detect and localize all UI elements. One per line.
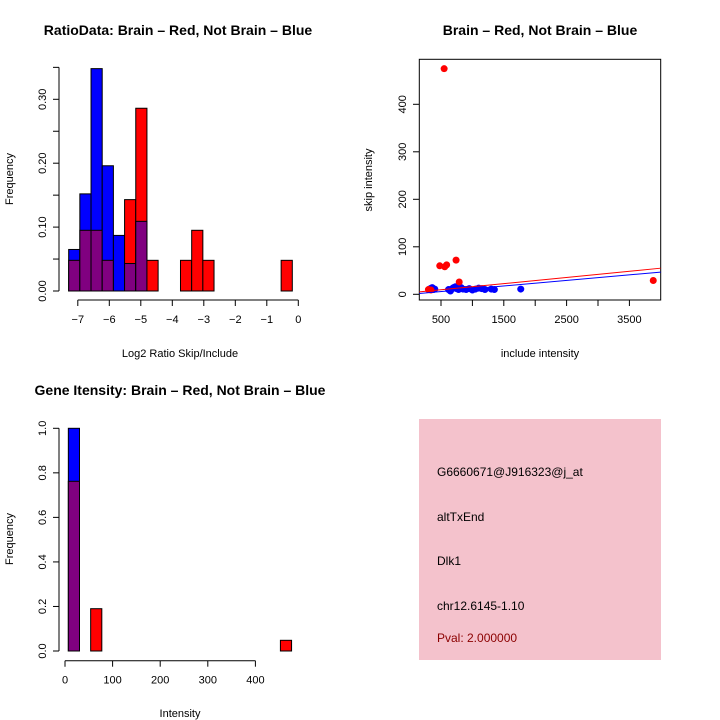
scatter-point <box>517 285 525 293</box>
y-tick-label: 0.8 <box>37 465 49 480</box>
event-type: altTxEnd <box>437 510 484 524</box>
x-tick-label: −7 <box>72 314 85 326</box>
histogram-bar <box>146 259 159 292</box>
gene-name: Dlk1 <box>437 554 461 568</box>
ratio-hist-ylabel: Frequency <box>4 153 16 205</box>
x-tick-label: 0 <box>62 675 68 687</box>
y-tick-label: 0 <box>397 291 409 297</box>
scatter-point <box>490 286 498 294</box>
histogram-overlap-bar <box>68 259 81 292</box>
histogram-bar <box>112 234 126 292</box>
histogram-overlap-bar <box>67 480 80 652</box>
scatter-ylabel: skip intensity <box>363 148 375 211</box>
x-tick-label: −2 <box>229 314 242 326</box>
x-tick-label: −3 <box>198 314 211 326</box>
scatter-point <box>649 277 657 285</box>
x-tick-label: 3500 <box>617 314 641 326</box>
scatter-point <box>440 65 448 73</box>
histogram-overlap-bar <box>79 229 92 292</box>
y-tick-label: 100 <box>397 238 409 256</box>
y-tick-label: 1.0 <box>37 421 49 436</box>
y-tick-label: 400 <box>397 95 409 113</box>
x-tick-label: −5 <box>135 314 148 326</box>
histogram-bar <box>279 639 293 652</box>
plot-frame <box>418 58 662 301</box>
histogram-overlap-bar <box>90 229 103 292</box>
x-tick-label: 400 <box>246 675 264 687</box>
x-tick-label: 2500 <box>554 314 578 326</box>
x-tick-label: 200 <box>151 675 169 687</box>
gene-hist-title: Gene Itensity: Brain – Red, Not Brain – … <box>35 382 326 398</box>
regression-line <box>419 271 661 294</box>
histogram-bar <box>202 259 215 292</box>
y-tick-label: 200 <box>397 190 409 208</box>
y-tick-label: 0.00 <box>37 280 49 301</box>
y-tick-label: 0.30 <box>37 89 49 110</box>
histogram-bar <box>90 608 103 652</box>
ratio-hist-title: RatioData: Brain – Red, Not Brain – Blue <box>44 22 313 38</box>
scatter-point <box>452 256 460 264</box>
y-tick-label: 0.20 <box>37 152 49 173</box>
y-tick-label: 0.6 <box>37 510 49 525</box>
gene-intensity-histogram: 0.0 0.2 0.4 0.6 0.8 1.0 0 100 200 300 400 <box>37 421 293 687</box>
x-tick-label: −6 <box>103 314 116 326</box>
histogram-bar <box>191 229 204 292</box>
y-tick-label: 0.10 <box>37 216 49 237</box>
scatter-title: Brain – Red, Not Brain – Blue <box>443 22 638 38</box>
histogram-bar <box>179 259 193 292</box>
genomic-location: chr12.6145-1.10 <box>437 599 525 613</box>
gene-hist-xlabel: Intensity <box>160 708 201 720</box>
y-tick-label: 0.2 <box>37 599 49 614</box>
info-panel <box>419 419 661 660</box>
pval: Pval: 2.000000 <box>437 631 517 645</box>
ratio-histogram: 0.00 0.10 0.20 0.30 −7 −6 −5 −4 −3 −2 −1 0 <box>37 66 301 326</box>
scatter-point <box>443 261 451 269</box>
x-tick-label: −1 <box>261 314 274 326</box>
y-tick-label: 300 <box>397 143 409 161</box>
scatter-point <box>455 278 463 286</box>
y-tick-label: 0.0 <box>37 643 49 658</box>
x-tick-label: 300 <box>199 675 217 687</box>
scatter-xlabel: include intensity <box>501 348 580 360</box>
probe-id: G6660671@J916323@j_at <box>437 465 583 479</box>
histogram-bar <box>280 259 293 292</box>
gene-hist-ylabel: Frequency <box>4 513 16 565</box>
histogram-overlap-bar <box>135 220 148 292</box>
x-tick-label: −4 <box>166 314 179 326</box>
intensity-scatter: 500 1500 2500 3500 0 100 200 300 400 <box>397 58 662 326</box>
x-tick-label: 500 <box>432 314 450 326</box>
y-tick-label: 0.4 <box>37 554 49 569</box>
regression-line <box>419 267 661 293</box>
x-tick-label: 0 <box>295 314 301 326</box>
x-tick-label: 1500 <box>492 314 516 326</box>
x-tick-label: 100 <box>103 675 121 687</box>
histogram-overlap-bar <box>101 259 114 292</box>
histogram-overlap-bar <box>124 263 137 292</box>
ratio-hist-xlabel: Log2 Ratio Skip/Include <box>122 348 238 360</box>
